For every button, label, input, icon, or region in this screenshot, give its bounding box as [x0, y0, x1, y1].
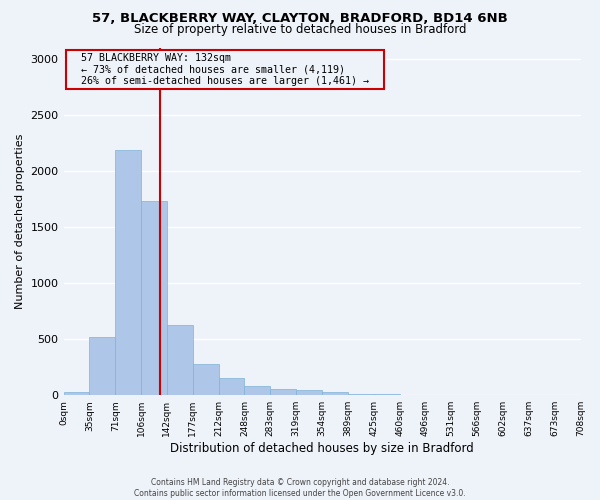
Bar [218, 378, 244, 395]
Text: Contains HM Land Registry data © Crown copyright and database right 2024.
Contai: Contains HM Land Registry data © Crown c… [134, 478, 466, 498]
Bar [296, 390, 322, 395]
Bar [141, 201, 167, 395]
Bar [89, 337, 115, 395]
X-axis label: Distribution of detached houses by size in Bradford: Distribution of detached houses by size … [170, 442, 474, 455]
Text: Size of property relative to detached houses in Bradford: Size of property relative to detached ho… [134, 22, 466, 36]
Bar [348, 394, 374, 395]
Bar [322, 392, 348, 395]
Y-axis label: Number of detached properties: Number of detached properties [15, 134, 25, 309]
Bar [271, 389, 296, 395]
Bar [244, 386, 271, 395]
Bar [64, 392, 89, 395]
Bar [115, 150, 141, 395]
Text: 57, BLACKBERRY WAY, CLAYTON, BRADFORD, BD14 6NB: 57, BLACKBERRY WAY, CLAYTON, BRADFORD, B… [92, 12, 508, 26]
Bar [167, 324, 193, 395]
Bar [193, 364, 218, 395]
Bar [400, 394, 425, 395]
Text: 57 BLACKBERRY WAY: 132sqm
  ← 73% of detached houses are smaller (4,119)
  26% o: 57 BLACKBERRY WAY: 132sqm ← 73% of detac… [69, 52, 381, 86]
Bar [374, 394, 400, 395]
